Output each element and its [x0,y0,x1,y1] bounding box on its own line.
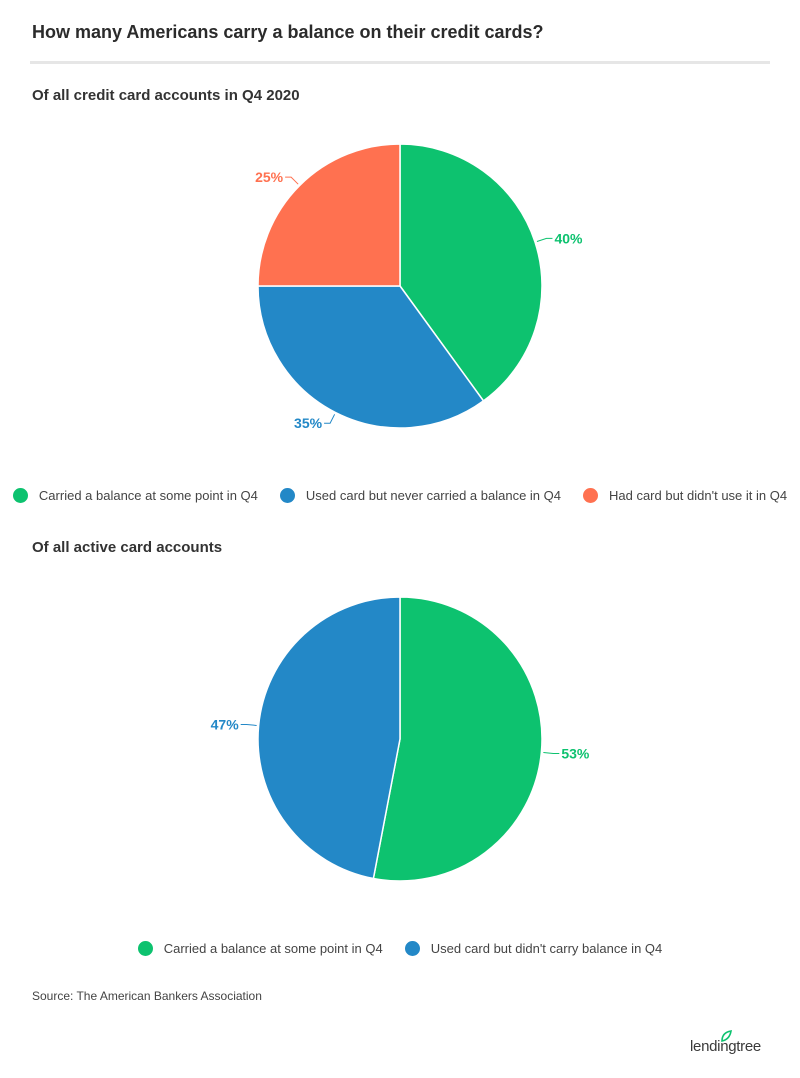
slice-leader-line [324,414,336,424]
legend-item: Carried a balance at some point in Q4 [137,941,383,956]
legend-label: Carried a balance at some point in Q4 [38,488,258,503]
legend-swatch [582,488,598,503]
pie-chart-all-accounts: 40% 35% 25% [255,143,583,431]
slice-leader-line [543,752,560,754]
legend-item: Had card but didn't use it in Q4 [582,488,788,503]
slice-data-label: 40% [554,230,583,246]
legend-item: Carried a balance at some point in Q4 [12,488,258,503]
legend-swatch [12,488,28,503]
pie-slice [372,596,543,882]
title-divider [30,61,770,64]
pie-slice [257,596,401,880]
lendingtree-logo: lendingtree [690,1030,761,1055]
legend-swatch [279,488,295,503]
legend-item: Used card but didn't carry balance in Q4 [404,941,663,956]
legend-label: Had card but didn't use it in Q4 [608,488,788,503]
leaf-icon [721,1030,732,1042]
slice-data-label: 25% [255,169,284,185]
pie-slice [257,285,485,429]
legend-swatch [137,941,153,956]
slice-leader-line [536,237,553,242]
slice-leader-line [285,176,299,185]
slice-data-label: 47% [211,717,240,733]
legend-swatch [404,941,420,956]
pie-slice [257,143,401,287]
legend-item: Used card but never carried a balance in… [279,488,561,503]
source-note: Source: The American Bankers Association [32,989,262,1003]
legend-label: Carried a balance at some point in Q4 [163,941,383,956]
chart-title-active-accounts: Of all active card accounts [32,539,223,556]
pie-slice [399,143,543,402]
page-title: How many Americans carry a balance on th… [32,22,544,42]
legend-all-accounts: Carried a balance at some point in Q4 Use… [0,488,800,503]
legend-label: Used card but never carried a balance in… [305,488,561,503]
legend-label: Used card but didn't carry balance in Q4 [430,941,663,956]
slice-leader-line [240,724,257,726]
logo-text: lendingtree [690,1038,761,1055]
slice-data-label: 35% [294,415,323,431]
slice-data-label: 53% [561,745,590,761]
chart-title-all-accounts: Of all credit card accounts in Q4 2020 [32,87,300,104]
legend-active-accounts: Carried a balance at some point in Q4 Use… [0,941,800,956]
pie-chart-active-accounts: 53% 47% [211,596,590,882]
